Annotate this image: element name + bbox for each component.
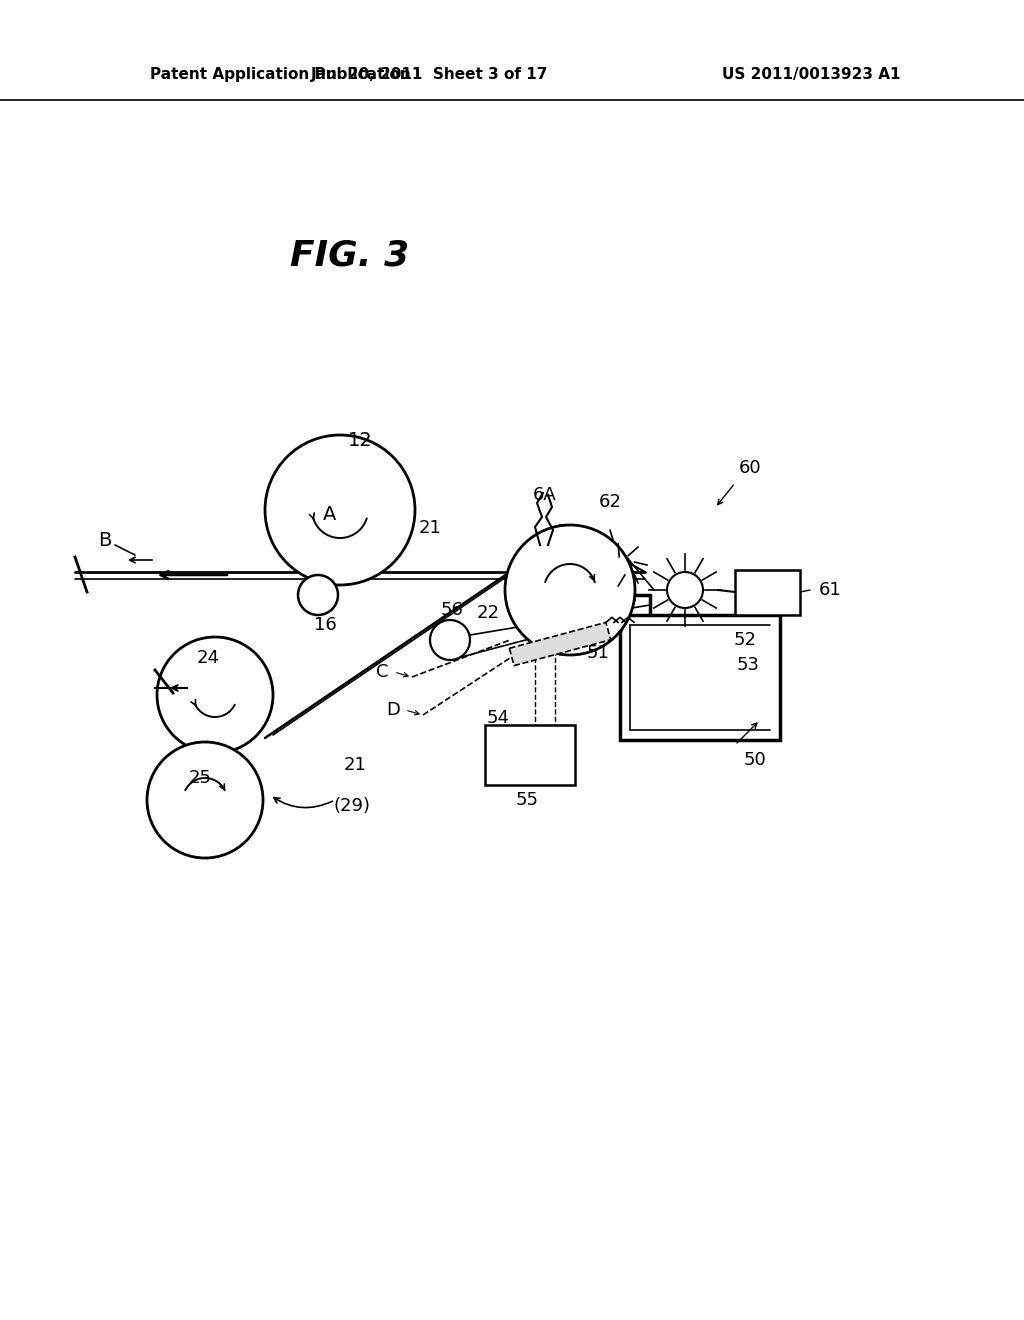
Text: 55: 55 — [515, 791, 539, 809]
Circle shape — [505, 525, 635, 655]
Text: Jan. 20, 2011  Sheet 3 of 17: Jan. 20, 2011 Sheet 3 of 17 — [311, 67, 549, 82]
Circle shape — [667, 572, 703, 609]
Text: A: A — [324, 506, 337, 524]
Text: C: C — [376, 663, 388, 681]
Text: 62: 62 — [599, 492, 622, 511]
Text: Patent Application Publication: Patent Application Publication — [150, 67, 411, 82]
Text: US 2011/0013923 A1: US 2011/0013923 A1 — [722, 67, 900, 82]
Text: B: B — [98, 531, 112, 549]
Text: 56: 56 — [440, 601, 464, 619]
Circle shape — [157, 638, 273, 752]
Bar — [735, 570, 800, 615]
Text: 51: 51 — [587, 644, 609, 663]
Text: 61: 61 — [818, 581, 842, 599]
Text: D: D — [386, 701, 400, 719]
Text: 22: 22 — [476, 605, 500, 622]
Text: 24: 24 — [197, 649, 219, 667]
Text: 52: 52 — [733, 631, 757, 649]
Text: 25: 25 — [188, 770, 212, 787]
Bar — [620, 615, 780, 741]
Text: 21: 21 — [344, 756, 367, 774]
Text: 12: 12 — [347, 430, 373, 450]
Text: 6A: 6A — [534, 486, 557, 504]
Text: 60: 60 — [738, 459, 761, 477]
Text: (29): (29) — [334, 797, 371, 814]
Circle shape — [147, 742, 263, 858]
Circle shape — [298, 576, 338, 615]
Text: 21: 21 — [419, 519, 441, 537]
Text: 16: 16 — [313, 616, 336, 634]
Text: 53: 53 — [736, 656, 760, 675]
Circle shape — [430, 620, 470, 660]
Polygon shape — [509, 622, 610, 665]
Text: 50: 50 — [743, 751, 766, 770]
Bar — [485, 725, 575, 785]
Circle shape — [265, 436, 415, 585]
Text: 54: 54 — [486, 709, 510, 727]
Text: FIG. 3: FIG. 3 — [291, 238, 410, 272]
